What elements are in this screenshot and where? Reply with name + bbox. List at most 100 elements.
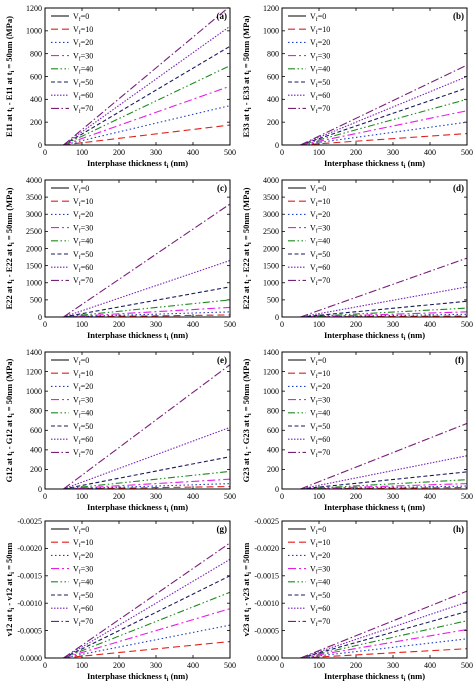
series-line	[63, 558, 231, 659]
legend-label: Vf​=10	[310, 369, 330, 380]
legend-label: Vf​=50	[73, 591, 93, 602]
legend-label: Vf​=50	[73, 78, 93, 89]
series-line	[63, 85, 231, 146]
legend-label: Vf​=60	[73, 91, 93, 102]
legend-label: Vf​=50	[310, 250, 330, 261]
x-tick-label: 100	[76, 320, 88, 329]
x-tick-label: 100	[76, 492, 88, 501]
series-line	[63, 575, 231, 659]
legend-label: Vf​=20	[310, 210, 330, 221]
legend-label: Vf​=20	[310, 38, 330, 49]
legend-label: Vf​=20	[73, 551, 93, 562]
y-tick-label: 0	[38, 313, 42, 322]
legend-label: Vf​=60	[310, 604, 330, 615]
legend-label: Vf​=0	[73, 184, 89, 195]
x-tick-label: 300	[150, 320, 162, 329]
legend-label: Vf​=30	[73, 564, 93, 575]
x-tick-label: 200	[350, 148, 362, 157]
y-tick-label: 400	[267, 95, 279, 104]
series-line	[300, 601, 468, 659]
legend-label: Vf​=30	[310, 395, 330, 406]
y-tick-label: 200	[30, 118, 42, 127]
x-tick-label: 500	[461, 661, 473, 670]
y-tick-label: 2000	[26, 244, 42, 253]
y-tick-label: -0.0015	[17, 572, 42, 581]
legend-label: Vf​=10	[310, 25, 330, 36]
y-tick-label: 3000	[263, 210, 279, 219]
legend-label: Vf​=70	[310, 448, 330, 459]
y-axis-title: E22 at ti​ - E22 at ti​ = 50nm (MPa)	[4, 187, 16, 309]
chart-panel: 0 500 1000 1500 2000 2500 3000 3500 4000 0 100 200 3…	[4, 176, 236, 342]
series-line	[300, 87, 468, 146]
y-axis-title: G23 at ti​ - G23 at ti​ = 50nm (MPa)	[241, 358, 253, 482]
legend-label: Vf​=0	[73, 525, 89, 536]
chart-panel: 0.0000 -0.0005 -0.0010 -0.0015 -0.0020 -0.002…	[241, 517, 473, 683]
x-axis-title: Interphase thickness ti​ (nm)	[87, 502, 188, 514]
x-tick-label: 300	[387, 492, 399, 501]
x-axis-title: Interphase thickness ti​ (nm)	[87, 671, 188, 683]
y-tick-label: 800	[30, 49, 42, 58]
legend-label: Vf​=40	[310, 578, 330, 589]
series-line	[300, 483, 468, 490]
y-tick-label: 400	[30, 95, 42, 104]
series-line	[300, 422, 468, 490]
legend-label: Vf​=30	[310, 223, 330, 234]
series-line	[63, 608, 231, 659]
plot-frame	[281, 7, 468, 146]
y-tick-label: 2000	[263, 244, 279, 253]
x-tick-label: 100	[313, 320, 325, 329]
y-tick-label: 600	[267, 72, 279, 81]
x-tick-label: 500	[461, 148, 473, 157]
series-line	[63, 259, 231, 318]
y-tick-label: 0.0000	[257, 654, 279, 663]
legend-label: Vf​=0	[73, 356, 89, 367]
y-tick-label: 0	[275, 313, 279, 322]
legend-label: Vf​=50	[310, 422, 330, 433]
legend-label: Vf​=20	[73, 38, 93, 49]
legend-label: Vf​=60	[73, 435, 93, 446]
y-tick-label: 500	[267, 296, 279, 305]
legend-label: Vf​=0	[310, 12, 326, 23]
panel-tag: (e)	[217, 355, 227, 365]
y-tick-label: 800	[267, 407, 279, 416]
y-tick-label: -0.0015	[254, 572, 279, 581]
x-tick-label: 0	[280, 320, 284, 329]
legend-label: Vf​=10	[73, 25, 93, 36]
x-tick-label: 0	[280, 148, 284, 157]
series-line	[63, 470, 231, 490]
series-line	[63, 299, 231, 318]
series-line	[63, 105, 231, 146]
y-tick-label: 400	[267, 446, 279, 455]
series-line	[63, 364, 231, 490]
plot-frame	[44, 179, 231, 318]
legend-label: Vf​=0	[73, 12, 89, 23]
y-tick-label: 0	[275, 485, 279, 494]
series-line	[63, 456, 231, 490]
x-tick-label: 300	[387, 320, 399, 329]
series-line	[63, 478, 231, 490]
legend-label: Vf​=10	[73, 369, 93, 380]
x-axis-title: Interphase thickness ti​ (nm)	[324, 330, 425, 342]
y-tick-label: 1000	[263, 387, 279, 396]
x-tick-label: 0	[43, 320, 47, 329]
series-line	[300, 311, 468, 318]
y-tick-label: -0.0005	[254, 626, 279, 635]
x-tick-label: 200	[350, 320, 362, 329]
legend-label: Vf​=10	[310, 538, 330, 549]
series-line	[300, 471, 468, 490]
x-tick-label: 500	[461, 320, 473, 329]
plot-frame	[281, 351, 468, 490]
x-tick-label: 200	[113, 661, 125, 670]
legend-label: Vf​=70	[73, 617, 93, 628]
x-tick-label: 300	[387, 661, 399, 670]
series-line	[63, 5, 231, 146]
plot-frame	[44, 7, 231, 146]
y-tick-label: 2500	[263, 227, 279, 236]
legend-label: Vf​=0	[310, 525, 326, 536]
y-tick-label: 1000	[263, 27, 279, 36]
legend-label: Vf​=0	[310, 184, 326, 195]
legend-label: Vf​=60	[310, 263, 330, 274]
series-line	[63, 426, 231, 490]
